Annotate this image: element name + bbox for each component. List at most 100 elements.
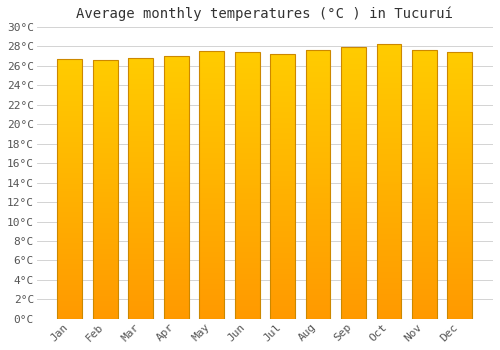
- Bar: [306, 61, 330, 64]
- Bar: [235, 121, 260, 124]
- Bar: [270, 62, 295, 65]
- Bar: [306, 90, 330, 93]
- Bar: [341, 305, 366, 308]
- Bar: [58, 147, 82, 150]
- Bar: [306, 236, 330, 238]
- Bar: [200, 137, 224, 140]
- Bar: [306, 131, 330, 133]
- Bar: [58, 90, 82, 93]
- Bar: [235, 292, 260, 295]
- Bar: [164, 266, 188, 269]
- Bar: [376, 143, 402, 146]
- Bar: [200, 129, 224, 132]
- Bar: [412, 219, 437, 222]
- Bar: [164, 203, 188, 206]
- Bar: [58, 303, 82, 306]
- Bar: [93, 70, 118, 73]
- Bar: [306, 249, 330, 252]
- Bar: [270, 258, 295, 261]
- Bar: [270, 96, 295, 99]
- Bar: [200, 300, 224, 303]
- Bar: [341, 199, 366, 202]
- Bar: [93, 117, 118, 119]
- Bar: [200, 220, 224, 223]
- Bar: [270, 213, 295, 216]
- Bar: [448, 191, 472, 194]
- Bar: [376, 61, 402, 64]
- Bar: [306, 174, 330, 176]
- Bar: [93, 236, 118, 239]
- Bar: [448, 250, 472, 252]
- Bar: [164, 287, 188, 290]
- Bar: [93, 78, 118, 80]
- Bar: [270, 110, 295, 112]
- Bar: [58, 100, 82, 103]
- Bar: [270, 165, 295, 168]
- Bar: [341, 183, 366, 186]
- Bar: [200, 59, 224, 62]
- Bar: [235, 188, 260, 191]
- Bar: [93, 80, 118, 83]
- Bar: [376, 47, 402, 50]
- Bar: [93, 296, 118, 298]
- Bar: [376, 259, 402, 261]
- Bar: [341, 243, 366, 246]
- Bar: [412, 206, 437, 209]
- Bar: [235, 177, 260, 180]
- Bar: [376, 182, 402, 184]
- Bar: [341, 300, 366, 303]
- Bar: [235, 316, 260, 319]
- Bar: [200, 254, 224, 257]
- Bar: [376, 206, 402, 209]
- Bar: [448, 65, 472, 68]
- Bar: [93, 202, 118, 205]
- Bar: [58, 244, 82, 246]
- Bar: [306, 190, 330, 192]
- Bar: [164, 227, 188, 230]
- Bar: [93, 86, 118, 88]
- Bar: [376, 173, 402, 176]
- Bar: [448, 289, 472, 292]
- Bar: [200, 97, 224, 99]
- Bar: [235, 196, 260, 199]
- Bar: [200, 247, 224, 249]
- Bar: [200, 51, 224, 54]
- Bar: [235, 199, 260, 202]
- Bar: [448, 279, 472, 281]
- Bar: [448, 311, 472, 314]
- Bar: [306, 300, 330, 303]
- Bar: [270, 158, 295, 160]
- Bar: [376, 228, 402, 231]
- Bar: [200, 132, 224, 134]
- Bar: [93, 122, 118, 125]
- Bar: [235, 135, 260, 138]
- Bar: [341, 137, 366, 140]
- Bar: [412, 203, 437, 206]
- Bar: [164, 138, 188, 140]
- Bar: [306, 69, 330, 72]
- Bar: [235, 194, 260, 196]
- Bar: [448, 281, 472, 284]
- Bar: [128, 100, 153, 102]
- Bar: [58, 153, 82, 155]
- Bar: [235, 263, 260, 266]
- Bar: [306, 306, 330, 308]
- Bar: [93, 275, 118, 278]
- Bar: [200, 260, 224, 262]
- Bar: [235, 57, 260, 60]
- Bar: [412, 117, 437, 120]
- Bar: [448, 82, 472, 84]
- Bar: [270, 94, 295, 96]
- Bar: [376, 105, 402, 107]
- Bar: [128, 92, 153, 94]
- Bar: [128, 84, 153, 87]
- Bar: [128, 71, 153, 74]
- Bar: [448, 199, 472, 202]
- Bar: [412, 50, 437, 319]
- Bar: [412, 109, 437, 112]
- Bar: [341, 314, 366, 316]
- Bar: [200, 185, 224, 188]
- Bar: [341, 232, 366, 234]
- Bar: [58, 173, 82, 176]
- Bar: [235, 228, 260, 231]
